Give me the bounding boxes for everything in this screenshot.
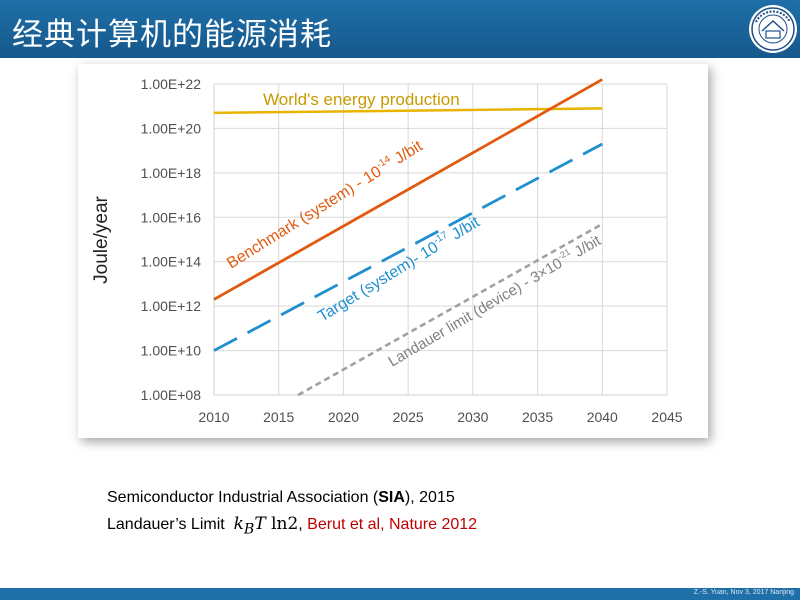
citation-sia-prefix: Semiconductor Industrial Association (: [107, 489, 379, 506]
chart-card: 2010 2015 2020 2025 2030 2035 2040 2045 1.00E+08…: [78, 64, 708, 438]
citation-sia-suffix: ), 2015: [404, 489, 455, 506]
series-annotations: World's energy production Benchmark (syst…: [223, 90, 605, 371]
x-tick-label: 2045: [651, 409, 682, 425]
x-tick-label: 2040: [587, 409, 618, 425]
energy-chart: 2010 2015 2020 2025 2030 2035 2040 2045 1.00E+08…: [91, 76, 683, 425]
x-tick-label: 2035: [522, 409, 553, 425]
slide-title: 经典计算机的能源消耗: [12, 17, 332, 53]
citation-landauer: Landauer’s Limit kBT ln2, Berut et al, N…: [107, 514, 477, 537]
x-tick-label: 2030: [457, 409, 488, 425]
footer-bar: [0, 588, 800, 600]
annotation-landauer-unit: J/bit: [568, 232, 605, 263]
annotation-bench: Benchmark (system) - 10-14 J/bit: [223, 136, 426, 273]
x-tick-label: 2010: [198, 409, 229, 425]
formula-ln: ln2: [271, 514, 299, 534]
footer-credit: Z.-S. Yuan, Nov 3, 2017 Nanjing: [693, 589, 794, 596]
y-tick-label: 1.00E+20: [141, 120, 202, 136]
grid: [213, 83, 668, 396]
y-tick-label: 1.00E+18: [141, 165, 202, 181]
y-tick-label: 1.00E+16: [141, 209, 202, 225]
landauer-label: Landauer’s Limit: [107, 516, 225, 533]
y-tick-label: 1.00E+14: [141, 254, 202, 270]
axis-ticks: 2010 2015 2020 2025 2030 2035 2040 2045 1.00E+08…: [141, 76, 683, 425]
annotation-landauer-text: Landauer limit (device) - 3×10: [385, 255, 565, 371]
x-tick-label: 2025: [393, 409, 424, 425]
x-tick-label: 2015: [263, 409, 294, 425]
formula-t: T: [254, 514, 266, 534]
annotation-bench-unit: J/bit: [388, 137, 426, 170]
formula-sub-b: B: [243, 521, 255, 538]
series-line-landauer: [297, 222, 603, 397]
series-lines: [213, 78, 603, 397]
y-tick-label: 1.00E+12: [141, 298, 202, 314]
annotation-target-text: Target (system)- 10: [315, 239, 441, 326]
formula-k: k: [233, 514, 244, 534]
title-bar: 经典计算机的能源消耗: [0, 0, 800, 58]
y-tick-label: 1.00E+10: [141, 343, 202, 359]
citation-sia: Semiconductor Industrial Association (SI…: [107, 489, 455, 507]
series-line-benchmark: [213, 78, 603, 301]
x-tick-label: 2020: [328, 409, 359, 425]
series-line-target: [213, 142, 603, 352]
annotation-world: World's energy production: [263, 90, 460, 109]
landauer-formula: kBT ln2: [233, 514, 299, 538]
citation-reference: Berut et al, Nature 2012: [307, 516, 478, 533]
university-seal-icon: [749, 5, 797, 53]
citation-sia-bold: SIA: [378, 489, 405, 506]
annotation-world-text: World's energy production: [263, 90, 460, 109]
citation-comma: ,: [298, 516, 303, 533]
y-tick-label: 1.00E+08: [141, 387, 202, 403]
y-tick-label: 1.00E+22: [141, 76, 202, 92]
y-axis-label: Joule/year: [91, 196, 112, 284]
series-line-world: [213, 107, 603, 115]
